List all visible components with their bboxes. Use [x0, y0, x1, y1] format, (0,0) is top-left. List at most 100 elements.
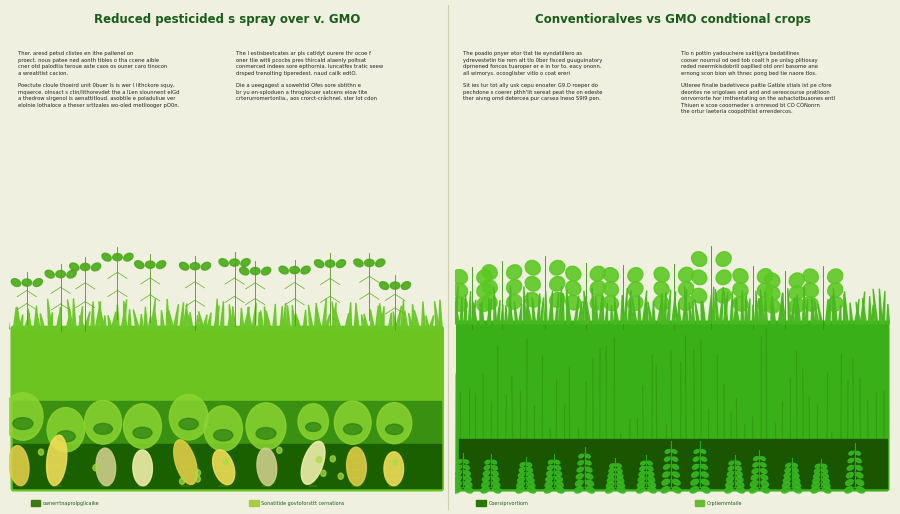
Polygon shape	[28, 309, 32, 329]
Ellipse shape	[492, 476, 500, 482]
Ellipse shape	[803, 269, 818, 284]
Circle shape	[298, 403, 328, 439]
Ellipse shape	[654, 267, 670, 282]
Ellipse shape	[647, 466, 653, 470]
Ellipse shape	[828, 283, 842, 298]
Ellipse shape	[578, 461, 583, 465]
Ellipse shape	[239, 267, 249, 275]
Polygon shape	[724, 291, 728, 324]
Ellipse shape	[590, 295, 606, 310]
Polygon shape	[116, 305, 119, 329]
Polygon shape	[614, 296, 617, 324]
Circle shape	[204, 406, 242, 451]
Ellipse shape	[648, 487, 656, 493]
Ellipse shape	[823, 478, 829, 483]
Polygon shape	[400, 300, 404, 329]
Ellipse shape	[262, 267, 271, 275]
Ellipse shape	[566, 281, 580, 296]
Ellipse shape	[290, 266, 300, 273]
Polygon shape	[426, 316, 429, 329]
Ellipse shape	[692, 472, 698, 477]
Ellipse shape	[736, 487, 744, 493]
Polygon shape	[202, 315, 207, 329]
Ellipse shape	[628, 282, 643, 297]
Ellipse shape	[724, 487, 733, 493]
Ellipse shape	[96, 448, 116, 486]
Ellipse shape	[692, 465, 698, 469]
Polygon shape	[348, 302, 352, 329]
Ellipse shape	[179, 262, 189, 270]
Circle shape	[39, 449, 44, 455]
Ellipse shape	[765, 286, 779, 300]
Ellipse shape	[302, 442, 325, 484]
Polygon shape	[790, 298, 795, 324]
Bar	[695, 500, 704, 506]
Polygon shape	[509, 297, 513, 324]
Ellipse shape	[679, 296, 694, 310]
Ellipse shape	[482, 476, 490, 482]
Ellipse shape	[845, 487, 853, 493]
Ellipse shape	[590, 266, 606, 281]
Ellipse shape	[576, 474, 583, 479]
Polygon shape	[814, 300, 819, 324]
Ellipse shape	[782, 482, 790, 488]
Ellipse shape	[391, 282, 400, 289]
Ellipse shape	[725, 482, 734, 487]
Circle shape	[195, 470, 201, 476]
Polygon shape	[818, 304, 823, 324]
Bar	[14, 444, 441, 488]
Text: The l estisbestcates ar pls catldyt ourere thr ocoe f
oner tlie witli pcocbs pre: The l estisbestcates ar pls catldyt oure…	[236, 51, 383, 101]
Ellipse shape	[477, 283, 492, 298]
Polygon shape	[24, 313, 30, 329]
Polygon shape	[685, 286, 688, 324]
Polygon shape	[380, 303, 383, 329]
Ellipse shape	[13, 418, 33, 430]
Ellipse shape	[616, 478, 624, 483]
Polygon shape	[624, 288, 627, 324]
Ellipse shape	[814, 469, 820, 473]
Ellipse shape	[517, 482, 525, 488]
Bar	[14, 401, 441, 488]
Polygon shape	[454, 286, 458, 324]
Ellipse shape	[638, 476, 645, 482]
Ellipse shape	[482, 280, 497, 295]
Ellipse shape	[94, 424, 112, 434]
Polygon shape	[322, 298, 327, 329]
Text: Tlo n pottin yadouchere saktijyra bedatillnes
cooser nournul od oed tob coalt h : Tlo n pottin yadouchere saktijyra bedati…	[681, 51, 835, 114]
Polygon shape	[79, 316, 85, 329]
Ellipse shape	[527, 477, 534, 483]
Polygon shape	[598, 294, 602, 324]
Ellipse shape	[250, 267, 260, 274]
Text: Conventioralves vs GMO condtional crops: Conventioralves vs GMO condtional crops	[535, 13, 811, 26]
Ellipse shape	[586, 461, 591, 465]
Text: Ther. aresd petsd clistes en ithe pallenel on
proect. nous patee ned aonth tible: Ther. aresd petsd clistes en ithe pallen…	[18, 51, 179, 107]
Ellipse shape	[672, 457, 678, 461]
Ellipse shape	[306, 423, 320, 431]
Ellipse shape	[586, 480, 594, 486]
Polygon shape	[657, 300, 662, 324]
Polygon shape	[735, 299, 740, 324]
Ellipse shape	[555, 487, 564, 493]
Ellipse shape	[647, 461, 652, 465]
Ellipse shape	[616, 468, 622, 472]
Circle shape	[320, 470, 326, 476]
Polygon shape	[595, 296, 598, 324]
Text: Crptiemmtaile: Crptiemmtaile	[706, 501, 742, 506]
Ellipse shape	[694, 450, 699, 453]
Ellipse shape	[380, 282, 389, 289]
Polygon shape	[388, 313, 392, 329]
Polygon shape	[472, 301, 477, 324]
Ellipse shape	[849, 451, 854, 455]
Circle shape	[85, 400, 122, 444]
Ellipse shape	[679, 267, 694, 282]
Polygon shape	[648, 302, 652, 324]
Polygon shape	[133, 309, 140, 329]
Polygon shape	[112, 311, 116, 329]
Ellipse shape	[455, 470, 462, 475]
Ellipse shape	[603, 296, 618, 310]
Polygon shape	[480, 303, 482, 324]
Polygon shape	[240, 308, 244, 329]
Bar	[476, 500, 486, 506]
Polygon shape	[439, 300, 442, 329]
Polygon shape	[14, 307, 17, 329]
